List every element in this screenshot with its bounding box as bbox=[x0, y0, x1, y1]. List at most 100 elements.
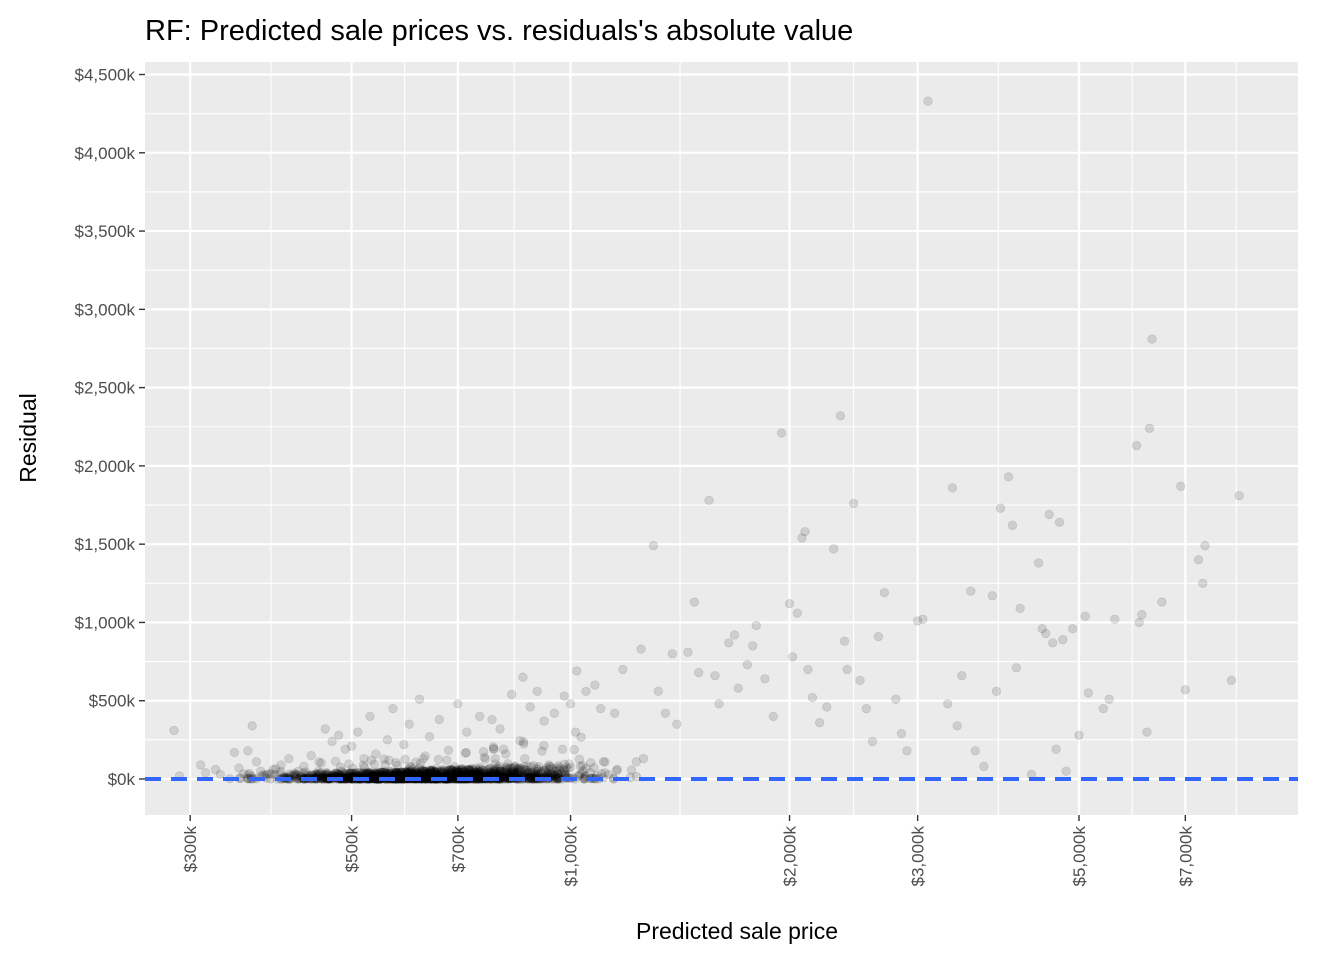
data-point bbox=[520, 764, 530, 775]
data-point bbox=[443, 766, 453, 776]
data-point bbox=[420, 768, 430, 778]
data-point bbox=[437, 766, 447, 776]
x-tick-label: $300k bbox=[181, 826, 200, 873]
data-point bbox=[362, 769, 372, 779]
data-point bbox=[537, 746, 547, 756]
data-point bbox=[589, 762, 599, 773]
data-point bbox=[729, 630, 740, 640]
data-point bbox=[369, 759, 380, 769]
data-point bbox=[399, 739, 409, 750]
data-point bbox=[489, 765, 499, 775]
data-point bbox=[169, 725, 179, 736]
data-point bbox=[751, 620, 761, 631]
data-point bbox=[343, 772, 354, 783]
data-point bbox=[371, 770, 381, 781]
data-point bbox=[316, 772, 327, 783]
data-point bbox=[525, 772, 535, 782]
data-point bbox=[417, 767, 428, 778]
data-point bbox=[559, 759, 569, 769]
data-point bbox=[314, 757, 324, 767]
data-point bbox=[346, 768, 356, 778]
data-point bbox=[554, 763, 565, 773]
data-point bbox=[987, 591, 998, 601]
data-point bbox=[683, 647, 693, 657]
data-point bbox=[377, 767, 387, 777]
data-point bbox=[1047, 638, 1058, 648]
data-point bbox=[547, 763, 557, 774]
data-point bbox=[448, 768, 459, 779]
data-point bbox=[449, 770, 460, 781]
data-point bbox=[422, 771, 432, 782]
data-point bbox=[496, 766, 506, 776]
data-point bbox=[912, 616, 923, 626]
data-point bbox=[439, 765, 450, 775]
data-point bbox=[776, 428, 787, 438]
data-point bbox=[1037, 624, 1047, 634]
data-point bbox=[475, 762, 485, 772]
data-point bbox=[541, 763, 552, 773]
data-point bbox=[445, 767, 455, 777]
data-point bbox=[369, 772, 379, 783]
data-point bbox=[417, 765, 427, 776]
data-point bbox=[330, 756, 341, 767]
data-point bbox=[536, 766, 547, 777]
data-point bbox=[395, 771, 406, 782]
data-point bbox=[423, 771, 433, 781]
data-point bbox=[466, 765, 476, 776]
x-tick-label: $1,000k bbox=[562, 826, 581, 887]
data-point bbox=[215, 769, 226, 779]
data-point bbox=[364, 767, 375, 778]
data-point bbox=[418, 766, 428, 777]
data-point bbox=[395, 773, 406, 784]
data-point bbox=[380, 766, 391, 777]
data-point bbox=[399, 769, 409, 780]
data-point bbox=[1200, 541, 1210, 551]
data-point bbox=[471, 767, 481, 777]
data-point bbox=[498, 767, 508, 777]
data-point bbox=[525, 767, 536, 777]
data-point bbox=[551, 771, 561, 781]
data-point bbox=[461, 748, 471, 758]
data-point bbox=[672, 719, 682, 729]
data-point bbox=[447, 764, 457, 775]
data-point bbox=[510, 761, 520, 771]
y-tick-label: $4,500k bbox=[75, 66, 136, 85]
data-point bbox=[448, 766, 458, 776]
data-point bbox=[372, 769, 383, 779]
data-point bbox=[957, 670, 967, 681]
data-point bbox=[421, 774, 432, 784]
y-tick-label: $3,500k bbox=[75, 222, 136, 241]
data-point bbox=[318, 771, 329, 782]
data-point bbox=[401, 767, 412, 778]
data-point bbox=[289, 769, 300, 780]
data-point bbox=[318, 769, 328, 780]
data-point bbox=[612, 765, 622, 776]
data-point bbox=[530, 769, 540, 779]
data-point bbox=[392, 772, 402, 782]
data-point bbox=[518, 737, 529, 747]
data-point bbox=[395, 770, 405, 781]
data-point bbox=[494, 761, 505, 771]
data-point bbox=[459, 766, 469, 776]
data-point bbox=[340, 768, 351, 779]
data-point bbox=[365, 769, 376, 779]
data-point bbox=[369, 773, 379, 783]
data-point bbox=[631, 757, 642, 767]
data-point bbox=[391, 757, 401, 768]
data-point bbox=[477, 768, 488, 778]
data-point bbox=[379, 767, 389, 778]
data-point bbox=[210, 764, 221, 775]
data-point bbox=[581, 686, 591, 697]
data-point bbox=[1176, 481, 1186, 491]
data-point bbox=[891, 694, 901, 704]
data-point bbox=[395, 771, 406, 781]
data-point bbox=[612, 764, 622, 775]
x-tick-label: $700k bbox=[449, 826, 468, 873]
y-tick-label: $1,500k bbox=[75, 535, 136, 554]
data-point bbox=[509, 766, 520, 777]
data-point bbox=[238, 768, 249, 779]
data-point bbox=[464, 764, 474, 774]
data-point bbox=[551, 763, 562, 773]
data-point bbox=[522, 769, 533, 779]
data-point bbox=[496, 771, 507, 782]
